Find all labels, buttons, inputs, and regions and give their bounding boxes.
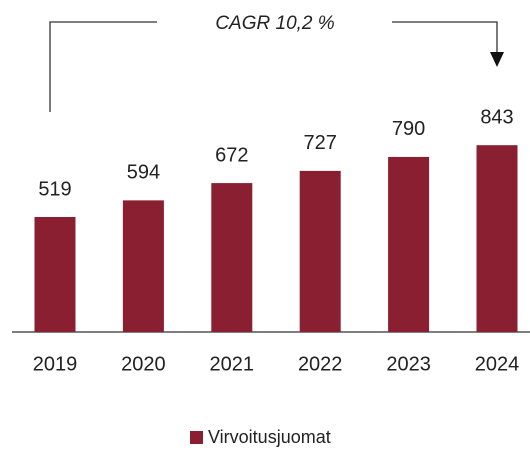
- cagr-arrow: [490, 52, 504, 67]
- cagr-bracket-right: [392, 21, 498, 54]
- bar: [211, 183, 253, 332]
- cagr-bracket-left: [49, 21, 157, 112]
- value-label: 790: [392, 118, 425, 140]
- legend-swatch: [190, 431, 203, 444]
- x-tick-label: 2022: [298, 353, 343, 375]
- bar: [34, 216, 76, 332]
- value-label: 672: [215, 144, 248, 166]
- value-label: 519: [38, 178, 71, 200]
- bar: [388, 156, 430, 332]
- legend-label: Virvoitusjuomat: [208, 427, 331, 447]
- bar: [122, 200, 164, 332]
- x-tick-label: 2021: [210, 353, 255, 375]
- value-label: 843: [480, 106, 513, 128]
- bar: [476, 145, 518, 332]
- x-tick-label: 2023: [386, 353, 431, 375]
- value-label: 594: [127, 162, 160, 184]
- bar: [299, 170, 341, 332]
- cagr-annotation: CAGR 10,2 %: [215, 13, 334, 34]
- value-label: 727: [304, 132, 337, 154]
- x-tick-label: 2020: [121, 353, 166, 375]
- x-tick-label: 2024: [475, 353, 520, 375]
- x-tick-label: 2019: [33, 353, 78, 375]
